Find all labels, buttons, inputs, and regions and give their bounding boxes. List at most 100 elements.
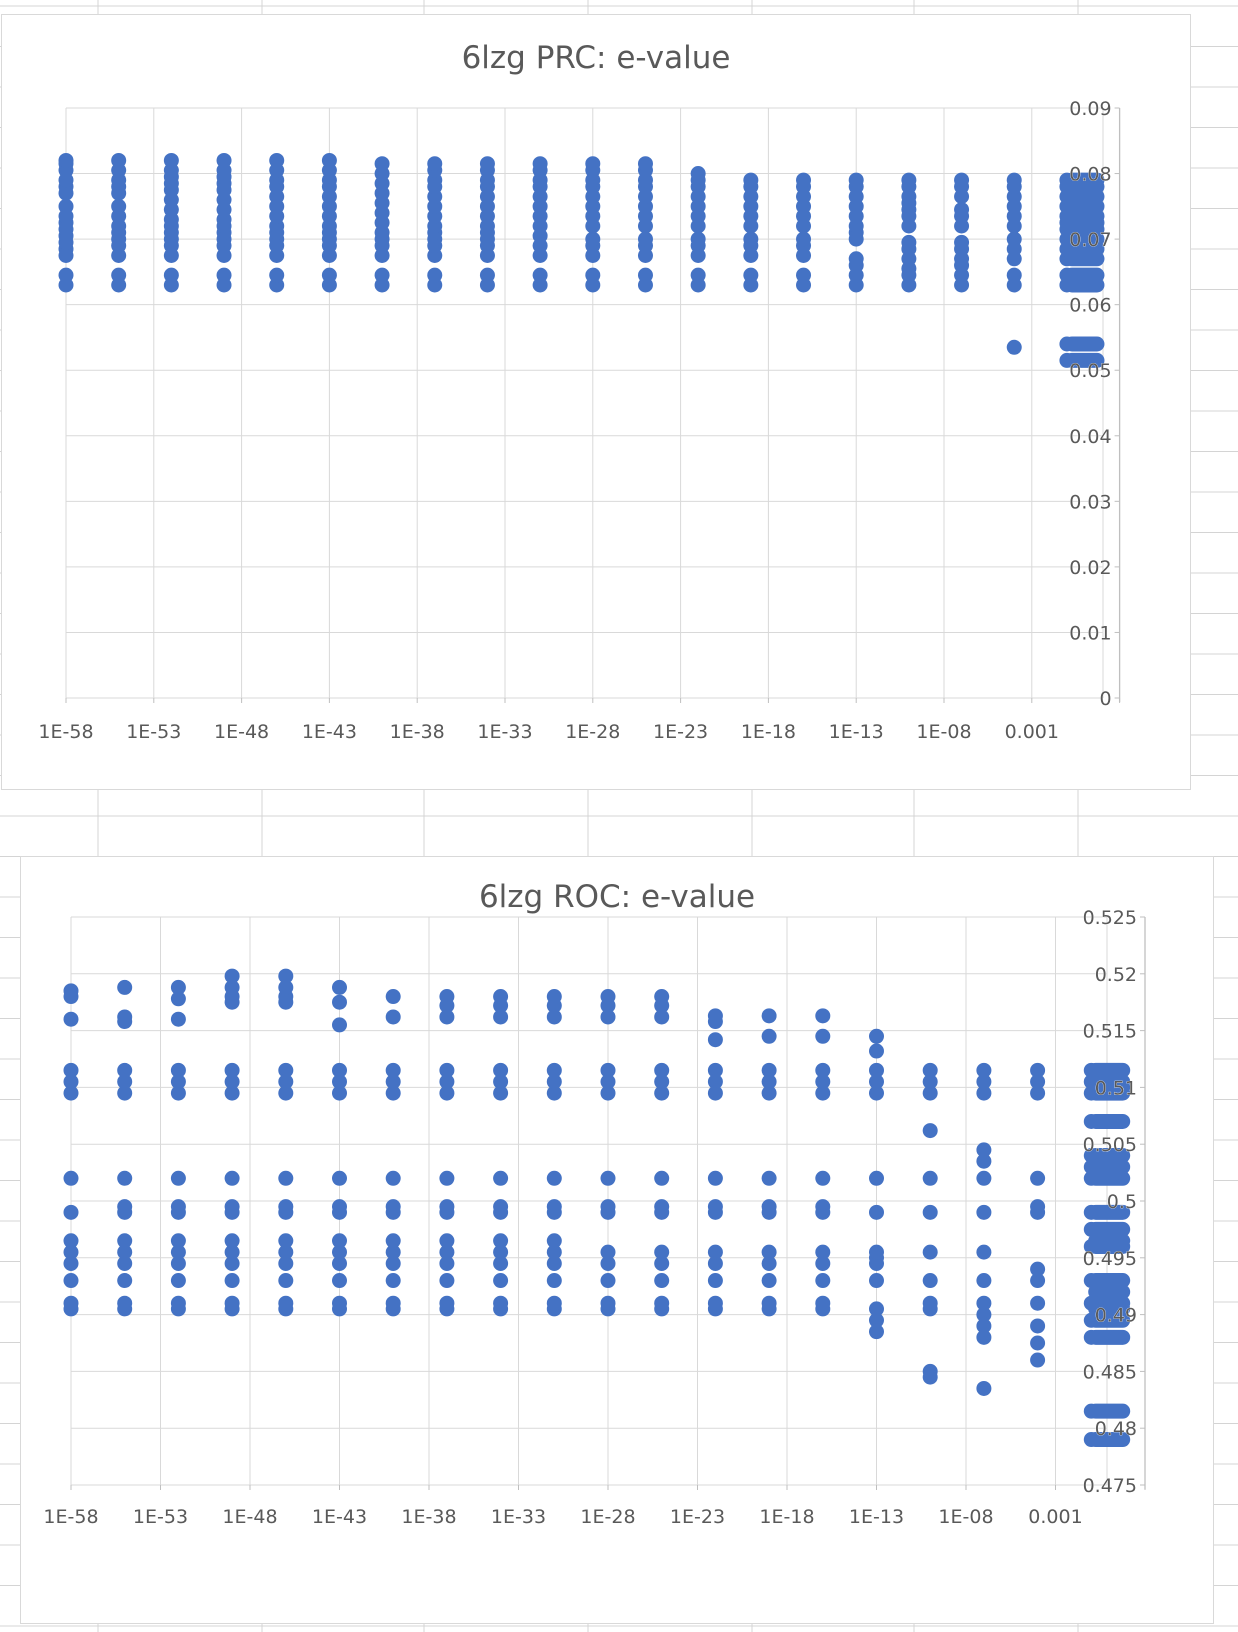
data-point (117, 1170, 133, 1186)
data-point (224, 1074, 240, 1090)
chart-title: 6lzg ROC: e-value (478, 879, 756, 915)
chart-title: 6lzg PRC: e-value (461, 40, 731, 76)
data-point (1088, 1403, 1131, 1419)
x-tick-label: 1E-38 (390, 721, 445, 743)
data-point (1030, 1352, 1046, 1368)
data-point (815, 1255, 831, 1271)
data-point (374, 156, 390, 172)
data-point (332, 1062, 347, 1078)
data-point (1064, 352, 1105, 368)
data-point (600, 1074, 616, 1090)
data-point (63, 1074, 79, 1090)
data-point (117, 1273, 133, 1289)
data-point (385, 989, 401, 1005)
prc-scatter-chart[interactable]: 6lzg PRC: e-value 0 0.01 0.02 0.03 0.04 0.05 0… (1, 14, 1191, 790)
data-point (922, 1295, 938, 1311)
data-point (600, 1255, 616, 1271)
data-point (439, 1085, 455, 1101)
data-point (1030, 1295, 1046, 1311)
data-point (332, 1085, 347, 1101)
data-point (815, 1199, 831, 1215)
data-point (654, 1085, 670, 1101)
data-point (976, 1085, 992, 1101)
x-tick-label: 1E-33 (491, 1506, 546, 1528)
data-point (117, 1009, 133, 1025)
x-tick-label: 0.001 (1028, 1506, 1082, 1528)
data-point (869, 1204, 884, 1220)
data-point (439, 1009, 455, 1025)
data-point (654, 1295, 670, 1311)
data-point (117, 1295, 133, 1311)
y-tick-label: 0 (1100, 688, 1112, 710)
data-point (707, 1295, 723, 1311)
data-point (278, 1085, 294, 1101)
data-point (546, 1233, 562, 1249)
data-point (869, 1244, 884, 1260)
data-point (278, 1273, 294, 1289)
x-tick-label: 1E-53 (133, 1506, 188, 1528)
data-point (976, 1074, 992, 1090)
data-point (761, 1008, 777, 1024)
data-point (479, 156, 495, 172)
x-tick-label: 1E-48 (222, 1506, 277, 1528)
data-point (493, 1273, 509, 1289)
x-tick-label: 1E-08 (938, 1506, 993, 1528)
y-tick-label: 0.48 (1095, 1418, 1137, 1440)
data-point (117, 979, 133, 995)
y-tick-label: 0.515 (1083, 1021, 1137, 1043)
roc-scatter-chart[interactable]: 6lzg ROC: e-value 0.475 0.48 0.485 0.49 0.49… (20, 856, 1214, 1624)
data-point (332, 1255, 347, 1271)
data-point (170, 979, 186, 995)
data-point (869, 1312, 884, 1328)
data-point (637, 231, 653, 247)
data-point (385, 1085, 401, 1101)
y-tick-label: 0.52 (1095, 964, 1137, 986)
data-point (707, 1170, 723, 1186)
data-point (117, 1199, 133, 1215)
data-point (278, 979, 294, 995)
data-point (815, 1295, 831, 1311)
data-point (869, 1170, 884, 1186)
data-point (63, 1062, 79, 1078)
data-point (1030, 1062, 1046, 1078)
data-point (976, 1329, 992, 1345)
data-point (600, 1170, 616, 1186)
data-point (815, 1008, 831, 1024)
data-point (269, 267, 285, 283)
data-point (869, 1074, 884, 1090)
data-point (374, 267, 390, 283)
data-point (922, 1273, 938, 1289)
data-point (600, 1062, 616, 1078)
data-point (1064, 336, 1105, 352)
x-tick-label: 1E-38 (401, 1506, 456, 1528)
data-point (869, 1273, 884, 1289)
data-point (901, 172, 917, 188)
data-point (600, 1273, 616, 1289)
data-point (224, 1255, 240, 1271)
data-point (546, 1244, 562, 1260)
data-point (117, 1233, 133, 1249)
data-point (58, 198, 74, 214)
data-point (654, 1062, 670, 1078)
data-point (690, 231, 706, 247)
data-point (707, 1085, 723, 1101)
y-tick-label: 0.02 (1069, 557, 1111, 579)
data-point (224, 1199, 240, 1215)
data-point (63, 1255, 79, 1271)
data-point (170, 991, 186, 1007)
data-point (976, 1295, 992, 1311)
data-point (1088, 1273, 1131, 1289)
x-tick-label: 1E-33 (477, 721, 532, 743)
data-point (493, 1199, 509, 1215)
data-point (1030, 1074, 1046, 1090)
data-point (117, 1255, 133, 1271)
data-point (761, 1295, 777, 1311)
data-point (385, 1233, 401, 1249)
y-tick-label: 0.51 (1095, 1077, 1137, 1099)
data-point (1064, 267, 1105, 283)
data-point (1088, 1432, 1131, 1448)
data-point (63, 1170, 79, 1186)
data-point (224, 1244, 240, 1260)
data-point (163, 152, 179, 168)
x-tick-label: 1E-58 (43, 1506, 98, 1528)
